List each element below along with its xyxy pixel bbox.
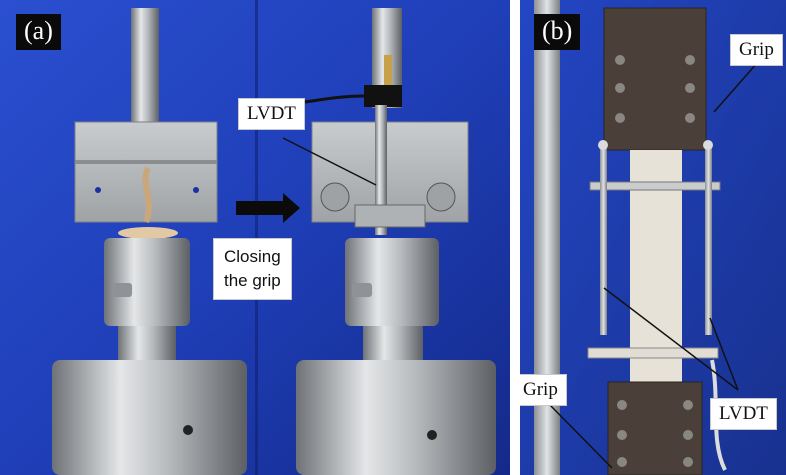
lower-fixture-right bbox=[345, 238, 439, 326]
grip-bolt bbox=[685, 55, 695, 65]
panel-a-photo: (a) LVDT Closing the grip bbox=[0, 0, 510, 475]
lvdt-clamp bbox=[364, 85, 402, 107]
panel-b-photo: (b) Grip Grip LVDT bbox=[520, 0, 786, 475]
lvdt-rod-right bbox=[705, 145, 712, 335]
panel-b-tag: (b) bbox=[534, 14, 580, 50]
grip-bolt bbox=[617, 457, 627, 467]
grip-bolt bbox=[617, 430, 627, 440]
grip-bolt bbox=[427, 183, 455, 211]
load-cell-left bbox=[52, 360, 247, 475]
closing-label-line1: Closing bbox=[224, 247, 281, 266]
grip-bolt bbox=[683, 457, 693, 467]
lvdt-holder bbox=[355, 205, 425, 227]
grip-groove bbox=[75, 160, 217, 164]
grip-hole bbox=[95, 187, 101, 193]
load-cell-hole bbox=[427, 430, 437, 440]
grip-bolt bbox=[615, 83, 625, 93]
grip-bottom-label: Grip bbox=[520, 374, 567, 406]
grip-bolt bbox=[615, 55, 625, 65]
lvdt-adjuster bbox=[384, 55, 392, 87]
top-grip-plate bbox=[604, 8, 706, 150]
grip-bolt bbox=[617, 400, 627, 410]
lvdt-a-label: LVDT bbox=[238, 98, 305, 130]
specimen-base bbox=[118, 227, 178, 239]
lvdt-bottom-bar bbox=[588, 348, 718, 358]
specimen-fiber bbox=[146, 168, 149, 222]
fixture-screw bbox=[352, 283, 372, 297]
grip-bolt bbox=[685, 83, 695, 93]
closing-the-grip-label: Closing the grip bbox=[213, 238, 292, 300]
grip-bolt bbox=[615, 113, 625, 123]
lvdt-rod-left bbox=[600, 145, 607, 335]
lvdt-top-bar bbox=[590, 182, 720, 190]
grip-bolt bbox=[321, 183, 349, 211]
fixture-screw bbox=[112, 283, 132, 297]
upper-rod-left bbox=[131, 8, 159, 126]
panel-a-tag: (a) bbox=[16, 14, 61, 50]
grip-bolt bbox=[685, 113, 695, 123]
grip-hole bbox=[193, 187, 199, 193]
lower-fixture-left bbox=[104, 238, 190, 326]
lvdt-b-label: LVDT bbox=[710, 398, 777, 430]
closing-label-line2: the grip bbox=[224, 271, 281, 290]
load-cell-hole bbox=[183, 425, 193, 435]
grip-top-label: Grip bbox=[730, 34, 783, 66]
lvdt-tip bbox=[598, 140, 608, 150]
lvdt-tip bbox=[703, 140, 713, 150]
load-cell-right bbox=[296, 360, 496, 475]
grip-bolt bbox=[683, 400, 693, 410]
grip-bolt bbox=[683, 430, 693, 440]
